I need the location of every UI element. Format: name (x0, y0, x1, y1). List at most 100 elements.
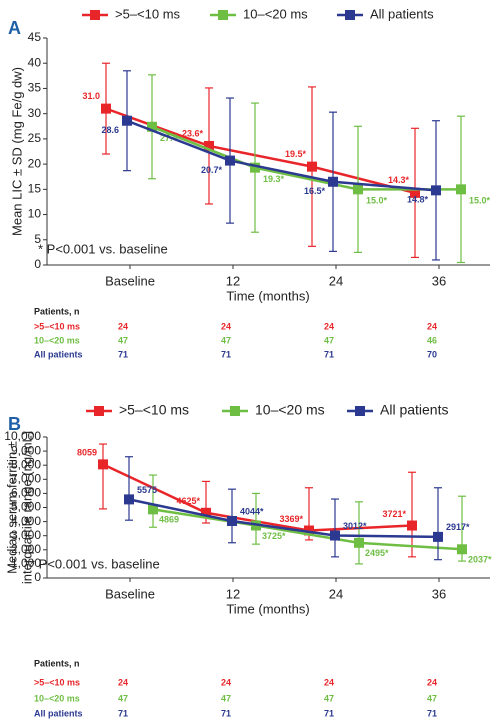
x-tick-label: 24 (329, 586, 343, 601)
value-label: 4625* (176, 496, 200, 506)
table-cell: 71 (324, 708, 334, 718)
table-row-label: >5–<10 ms (34, 321, 80, 331)
point (201, 507, 211, 518)
point (307, 161, 317, 172)
point (98, 459, 108, 470)
value-label: 2917* (446, 522, 470, 532)
table-row-label: 10–<20 ms (34, 693, 80, 703)
table-cell: 47 (324, 335, 334, 345)
legend-marker (218, 10, 228, 20)
point (328, 176, 338, 187)
point (433, 531, 443, 542)
table-cell: 71 (221, 349, 231, 359)
y-tick-label: 40 (28, 55, 42, 69)
y-tick-label: 3,000 (11, 528, 41, 542)
y-tick-label: 10,000 (4, 429, 41, 443)
y-tick-label: 7,000 (11, 471, 41, 485)
point (353, 184, 363, 195)
table-row-label: All patients (34, 349, 83, 359)
point (330, 530, 340, 541)
y-axis-label: Median serum ferritin ± (4, 441, 19, 574)
value-label: 28.6 (101, 125, 119, 135)
table-cell: 71 (324, 349, 334, 359)
table-cell: 47 (221, 693, 231, 703)
value-label: 23.6* (182, 128, 204, 138)
point (124, 494, 134, 505)
table-cell: 24 (221, 677, 231, 687)
value-label: 3721* (382, 509, 406, 519)
legend-label: 10–<20 ms (255, 402, 325, 418)
x-tick-label: 36 (432, 586, 446, 601)
table-title: Patients, n (34, 306, 80, 316)
table-cell: 24 (118, 677, 128, 687)
table-cell: 71 (221, 708, 231, 718)
point (457, 544, 467, 555)
x-tick-label: 12 (226, 586, 240, 601)
y-tick-label: 20 (28, 156, 42, 170)
y-tick-label: 0 (34, 257, 41, 271)
table-cell: 71 (118, 708, 128, 718)
y-tick-label: 5,000 (11, 500, 41, 514)
legend-label: >5–<10 ms (119, 402, 189, 418)
panel-label: A (8, 18, 21, 38)
y-tick-label: 45 (28, 30, 42, 44)
point (304, 525, 314, 536)
point (204, 140, 214, 151)
series-line (126, 119, 437, 192)
table-row-label: >5–<10 ms (34, 677, 80, 687)
point (122, 115, 132, 126)
value-label: 15.0* (469, 196, 491, 206)
x-tick-label: 12 (226, 273, 240, 288)
table-cell: 71 (427, 708, 437, 718)
y-tick-label: 30 (28, 106, 42, 120)
y-tick-label: 0 (34, 570, 41, 584)
x-tick-label: Baseline (105, 273, 155, 288)
y-tick-label: 2,000 (11, 542, 41, 556)
table-cell: 47 (118, 335, 128, 345)
y-tick-label: 1,000 (11, 556, 41, 570)
table-cell: 71 (118, 349, 128, 359)
error-bar (252, 492, 260, 545)
table-cell: 47 (221, 335, 231, 345)
annotation: * P<0.001 vs. baseline (38, 241, 168, 256)
legend-marker (355, 406, 365, 416)
table-cell: 46 (427, 335, 437, 345)
error-bar (228, 488, 236, 544)
table-cell: 70 (427, 349, 437, 359)
table-title: Patients, n (34, 658, 80, 668)
y-tick-label: 9,000 (11, 443, 41, 457)
value-label: 14.8* (407, 195, 429, 205)
error-bar (331, 498, 339, 558)
point (101, 103, 111, 114)
point (410, 187, 420, 198)
value-label: 2037* (468, 555, 492, 565)
legend-marker (94, 406, 104, 416)
value-label: 8059 (77, 448, 97, 458)
table-row-label: 10–<20 ms (34, 335, 80, 345)
error-bar (125, 456, 133, 521)
y-tick-label: 25 (28, 131, 42, 145)
y-tick-label: 6,000 (11, 486, 41, 500)
legend-label: All patients (370, 6, 434, 21)
point (225, 155, 235, 166)
table-cell: 24 (324, 321, 334, 331)
error-bar (149, 474, 157, 528)
x-axis-label: Time (months) (226, 601, 309, 616)
point (431, 185, 441, 196)
value-label: 3725* (262, 531, 286, 541)
value-label: 15.0* (366, 196, 388, 206)
y-axis-label: interquartile range (ng/mL) (19, 431, 34, 584)
series-line (105, 107, 416, 195)
point (354, 537, 364, 548)
value-label: 2495* (365, 548, 389, 558)
table-cell: 24 (221, 321, 231, 331)
table-cell: 47 (324, 693, 334, 703)
value-label: 5575 (137, 485, 157, 495)
value-label: 19.3* (263, 174, 285, 184)
value-label: 19.5* (285, 149, 307, 159)
value-label: 20.7* (201, 165, 223, 175)
value-label: 14.3* (388, 175, 410, 185)
legend-label: >5–<10 ms (115, 6, 181, 21)
y-tick-label: 5 (34, 232, 41, 246)
